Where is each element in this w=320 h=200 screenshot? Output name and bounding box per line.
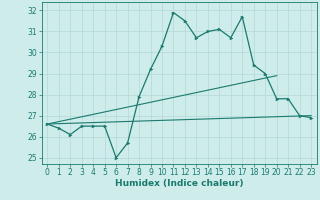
X-axis label: Humidex (Indice chaleur): Humidex (Indice chaleur) xyxy=(115,179,244,188)
